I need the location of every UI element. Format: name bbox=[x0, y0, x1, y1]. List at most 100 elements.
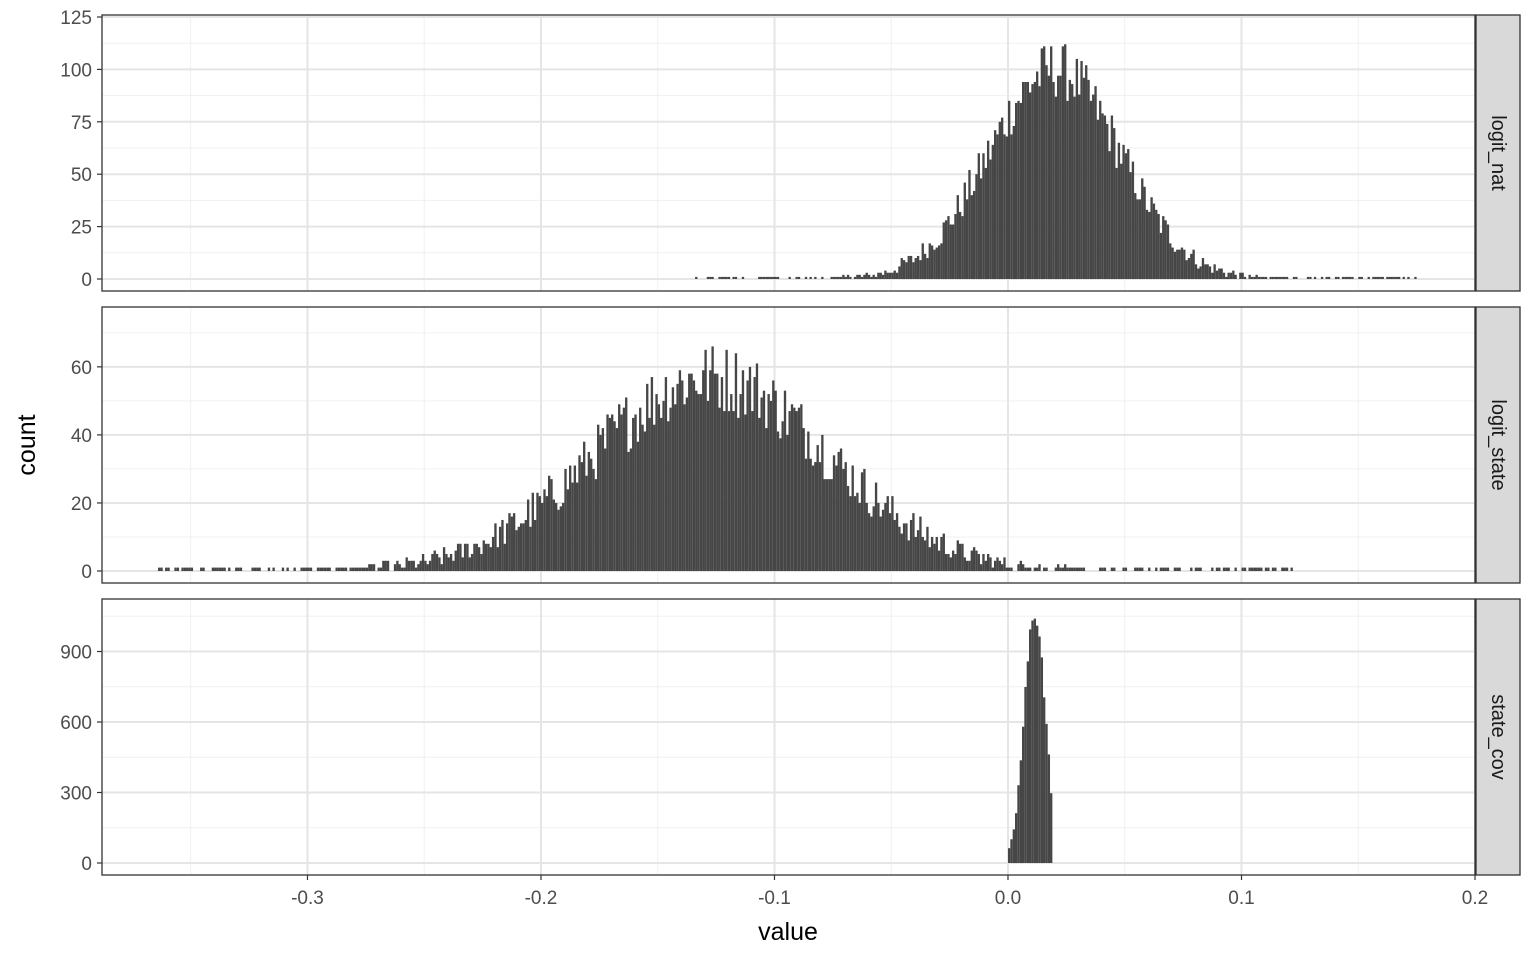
histogram-bar bbox=[816, 445, 819, 571]
histogram-bar bbox=[954, 214, 957, 279]
histogram-bar bbox=[1225, 276, 1228, 279]
histogram-bar bbox=[223, 567, 226, 571]
histogram-bar bbox=[1038, 564, 1041, 571]
histogram-bar bbox=[1187, 258, 1191, 279]
histogram-bar bbox=[989, 159, 992, 279]
histogram-bar bbox=[923, 540, 927, 571]
histogram-bar bbox=[597, 424, 600, 571]
histogram-bar bbox=[438, 557, 441, 571]
histogram-bar bbox=[228, 567, 231, 571]
histogram-bar bbox=[590, 458, 593, 571]
histogram-bar bbox=[727, 276, 731, 279]
x-tick-label: -0.1 bbox=[758, 888, 791, 909]
histogram-bar bbox=[1124, 153, 1128, 279]
histogram-bar bbox=[970, 550, 973, 571]
histogram-bar bbox=[919, 516, 922, 571]
histogram-bar bbox=[853, 276, 857, 279]
histogram-bar bbox=[695, 390, 698, 571]
histogram-bar bbox=[1012, 125, 1015, 279]
y-tick-label: 900 bbox=[60, 643, 92, 664]
histogram-bar bbox=[1234, 567, 1237, 571]
histogram-bar bbox=[1003, 557, 1006, 571]
histogram-bar bbox=[765, 276, 768, 279]
histogram-bar bbox=[788, 276, 791, 279]
facet-strip bbox=[1475, 598, 1521, 876]
histogram-bar bbox=[830, 276, 833, 279]
histogram-bar bbox=[1071, 567, 1074, 571]
histogram-bar bbox=[1143, 186, 1146, 279]
histogram-bar bbox=[711, 346, 714, 571]
histogram-bar bbox=[1367, 276, 1370, 279]
histogram-bar bbox=[1173, 251, 1177, 279]
histogram-bar bbox=[1010, 567, 1013, 571]
histogram-bar bbox=[1341, 276, 1345, 279]
histogram-bar bbox=[956, 540, 959, 571]
histogram-bar bbox=[1285, 567, 1289, 571]
histogram-bar bbox=[1295, 276, 1298, 279]
histogram-bar bbox=[281, 567, 285, 571]
histogram-bar bbox=[424, 560, 427, 571]
histogram-bar bbox=[1185, 260, 1188, 279]
histogram-bar bbox=[933, 249, 936, 279]
histogram-bar bbox=[865, 502, 868, 571]
histogram-bar bbox=[1019, 760, 1023, 863]
histogram-bar bbox=[842, 274, 845, 279]
histogram-bar bbox=[951, 550, 955, 571]
histogram-bar bbox=[1127, 149, 1130, 279]
histogram-bars-logit_nat bbox=[695, 44, 1417, 280]
histogram-bar bbox=[797, 407, 801, 571]
histogram-bar bbox=[713, 373, 717, 571]
panel-border bbox=[101, 598, 1476, 876]
histogram-bar bbox=[671, 387, 675, 571]
histogram-bar bbox=[1075, 567, 1079, 571]
histogram-bar bbox=[977, 153, 980, 279]
histogram-bar bbox=[508, 513, 511, 571]
histogram-bar bbox=[846, 485, 850, 571]
histogram-bar bbox=[326, 567, 329, 571]
histogram-bar bbox=[776, 276, 780, 279]
histogram-bar bbox=[907, 540, 910, 571]
panels: 0 25 50 75 100 125 logit_nat 0 20 40 60 logit_state… bbox=[60, 8, 1521, 876]
histogram-bar bbox=[1327, 276, 1331, 279]
histogram-bar bbox=[1250, 276, 1254, 279]
histogram-bar bbox=[1007, 100, 1011, 279]
histogram-bar bbox=[1106, 123, 1109, 280]
histogram-bar bbox=[968, 560, 971, 571]
histogram-bar bbox=[1124, 567, 1128, 571]
histogram-bar bbox=[1117, 142, 1121, 279]
histogram-bar bbox=[256, 567, 259, 571]
histogram-bar bbox=[1071, 84, 1074, 280]
histogram-bar bbox=[1164, 220, 1167, 279]
histogram-bar bbox=[1260, 276, 1263, 279]
histogram-bar bbox=[814, 276, 817, 279]
histogram-bar bbox=[989, 557, 992, 571]
histogram-bar bbox=[1278, 276, 1282, 279]
histogram-bar bbox=[961, 543, 964, 571]
histogram-bar bbox=[1078, 94, 1081, 279]
histogram-bar bbox=[762, 276, 766, 279]
histogram-bar bbox=[400, 567, 404, 571]
histogram-bar bbox=[1092, 94, 1095, 279]
histogram-bar bbox=[709, 370, 712, 571]
histogram-bar bbox=[419, 560, 422, 571]
histogram-bar bbox=[510, 516, 513, 571]
histogram-bar bbox=[1019, 560, 1023, 571]
histogram-bar bbox=[664, 377, 668, 571]
histogram-bar bbox=[445, 553, 448, 571]
histogram-bar bbox=[1227, 567, 1230, 571]
histogram-bar bbox=[470, 553, 474, 571]
histogram-bar bbox=[361, 567, 364, 571]
histogram-bar bbox=[1007, 848, 1011, 863]
histogram-bar bbox=[554, 502, 558, 571]
histogram-bar bbox=[1344, 276, 1347, 279]
histogram-bar bbox=[1248, 567, 1251, 571]
histogram-bar bbox=[844, 462, 847, 571]
histogram-bar bbox=[1082, 77, 1086, 279]
histogram-bar bbox=[1241, 567, 1244, 571]
histogram-bar bbox=[895, 272, 899, 279]
histogram-bar bbox=[202, 567, 205, 571]
histogram-bar bbox=[552, 499, 555, 571]
histogram-bar bbox=[1171, 247, 1174, 279]
histogram-bar bbox=[660, 417, 663, 571]
histogram-bar bbox=[1248, 274, 1251, 279]
